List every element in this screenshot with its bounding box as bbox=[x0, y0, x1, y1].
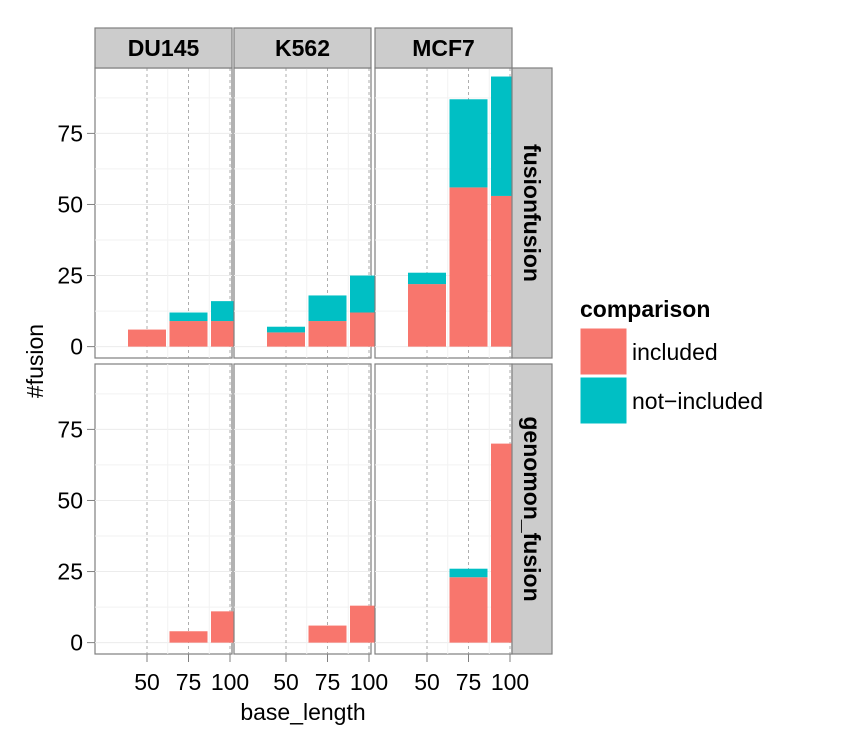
facet-strip-row bbox=[511, 363, 553, 655]
bar-not-included bbox=[449, 568, 488, 578]
facet-strip-column bbox=[374, 27, 513, 69]
bar-included bbox=[267, 332, 305, 347]
x-tick-label: 50 bbox=[414, 669, 440, 695]
bar-included bbox=[128, 329, 166, 347]
y-tick-label: 75 bbox=[57, 416, 83, 442]
bar-included bbox=[449, 187, 488, 347]
legend-swatch bbox=[579, 376, 628, 425]
x-tick-label: 50 bbox=[273, 669, 299, 695]
bar-included bbox=[169, 631, 208, 643]
x-tick-label: 75 bbox=[456, 669, 482, 695]
bar-included bbox=[308, 321, 347, 347]
x-tick-label: 75 bbox=[176, 669, 202, 695]
bar-not-included bbox=[169, 312, 208, 322]
legend-label: not−included bbox=[632, 388, 763, 414]
y-tick-label: 0 bbox=[70, 334, 83, 360]
y-tick-label: 50 bbox=[57, 487, 83, 513]
x-tick-label: 50 bbox=[134, 669, 160, 695]
facet-label-column: MCF7 bbox=[412, 35, 475, 61]
bar-not-included bbox=[267, 326, 305, 333]
x-tick-label: 100 bbox=[491, 669, 529, 695]
x-tick-label: 100 bbox=[350, 669, 388, 695]
facet-label-row: genomon_fusion bbox=[519, 416, 545, 601]
y-tick-label: 75 bbox=[57, 120, 83, 146]
facet-strip-column bbox=[233, 27, 372, 69]
bar-not-included bbox=[449, 99, 488, 188]
facet-label-column: DU145 bbox=[128, 35, 200, 61]
bar-included bbox=[169, 321, 208, 347]
facet-label-column: K562 bbox=[275, 35, 330, 61]
facet-strip-column bbox=[94, 27, 233, 69]
x-tick-label: 75 bbox=[315, 669, 341, 695]
y-tick-label: 50 bbox=[57, 191, 83, 217]
panel-background bbox=[94, 363, 233, 655]
facet-label-row: fusionfusion bbox=[519, 144, 545, 282]
x-tick-label: 100 bbox=[211, 669, 249, 695]
legend-label: included bbox=[632, 339, 718, 365]
legend-swatch bbox=[579, 327, 628, 376]
y-tick-label: 25 bbox=[57, 559, 83, 585]
bar-included bbox=[308, 625, 347, 643]
x-axis-title: base_length bbox=[240, 699, 365, 725]
facet-strip-row bbox=[511, 67, 553, 359]
bar-included bbox=[408, 284, 446, 347]
legend-title: comparison bbox=[580, 296, 710, 322]
y-axis-title: #fusion bbox=[22, 324, 48, 398]
bar-included bbox=[449, 577, 488, 643]
y-tick-label: 0 bbox=[70, 630, 83, 656]
y-tick-label: 25 bbox=[57, 263, 83, 289]
bar-not-included bbox=[308, 295, 347, 322]
bar-not-included bbox=[408, 272, 446, 285]
